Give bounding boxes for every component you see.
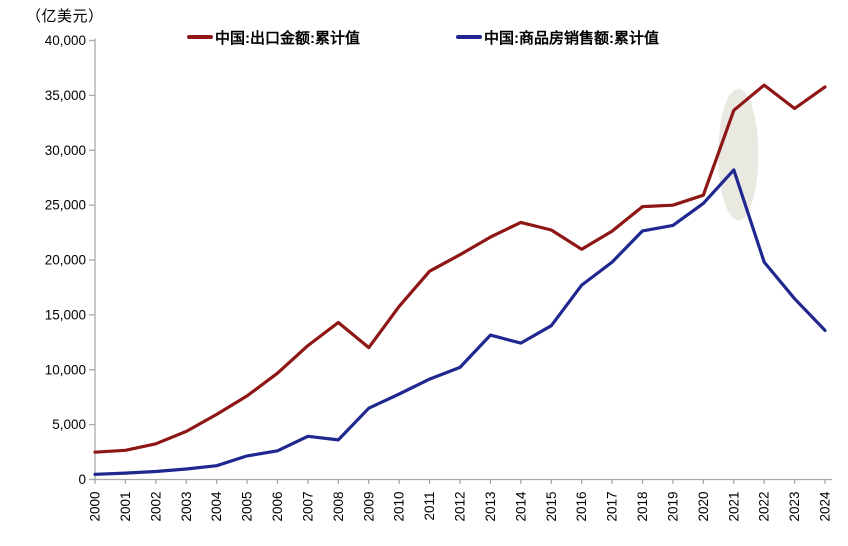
housing-line-swatch-icon bbox=[456, 35, 482, 39]
x-tick-label: 2015 bbox=[544, 492, 559, 522]
x-tick-label: 2012 bbox=[453, 492, 468, 522]
x-tick-label: 2017 bbox=[605, 492, 620, 522]
x-tick-label: 2003 bbox=[179, 492, 194, 522]
x-tick-label: 2021 bbox=[726, 492, 741, 522]
housing-line bbox=[93, 168, 827, 476]
x-tick-label: 2006 bbox=[270, 492, 285, 522]
y-tick-label: 20,000 bbox=[45, 253, 86, 268]
x-tick-label: 2005 bbox=[240, 492, 255, 522]
y-tick-label: 40,000 bbox=[45, 33, 86, 48]
y-tick-label: 15,000 bbox=[45, 307, 86, 322]
x-tick-label: 2008 bbox=[331, 492, 346, 522]
y-tick-label: 0 bbox=[78, 472, 86, 487]
x-tick-label: 2024 bbox=[818, 491, 833, 522]
y-tick-label: 30,000 bbox=[45, 143, 86, 158]
x-tick-label: 2004 bbox=[209, 491, 224, 522]
y-tick-label: 25,000 bbox=[45, 198, 86, 213]
legend-item-housing: 中国:商品房销售额:累计值 bbox=[456, 28, 659, 47]
x-tick-label: 2023 bbox=[787, 492, 802, 522]
legend-label-housing: 中国:商品房销售额:累计值 bbox=[484, 29, 659, 47]
x-tick-label: 2010 bbox=[392, 492, 407, 522]
legend-item-export: 中国:出口金额:累计值 bbox=[187, 28, 360, 47]
x-tick-label: 2013 bbox=[483, 492, 498, 522]
x-tick-label: 2022 bbox=[757, 492, 772, 522]
x-tick-label: 2011 bbox=[422, 492, 437, 521]
x-tick-label: 2001 bbox=[118, 492, 133, 522]
x-tick-label: 2002 bbox=[148, 492, 163, 522]
x-tick-label: 2019 bbox=[665, 492, 680, 522]
y-tick-label: 10,000 bbox=[45, 362, 86, 377]
y-axis-unit-label: （亿美元） bbox=[26, 8, 104, 25]
x-tick-label: 2014 bbox=[513, 491, 528, 522]
x-tick-label: 2016 bbox=[574, 492, 589, 522]
x-tick-label: 2018 bbox=[635, 492, 650, 522]
y-tick-label: 5,000 bbox=[52, 417, 86, 432]
x-tick-label: 2000 bbox=[88, 492, 103, 522]
export-line bbox=[93, 83, 827, 454]
x-tick-label: 2009 bbox=[361, 492, 376, 522]
x-tick-label: 2020 bbox=[696, 492, 711, 522]
legend-label-export: 中国:出口金额:累计值 bbox=[215, 29, 360, 47]
y-tick-label: 35,000 bbox=[45, 88, 86, 103]
x-tick-label: 2007 bbox=[300, 492, 315, 522]
export-line-swatch-icon bbox=[187, 35, 213, 39]
